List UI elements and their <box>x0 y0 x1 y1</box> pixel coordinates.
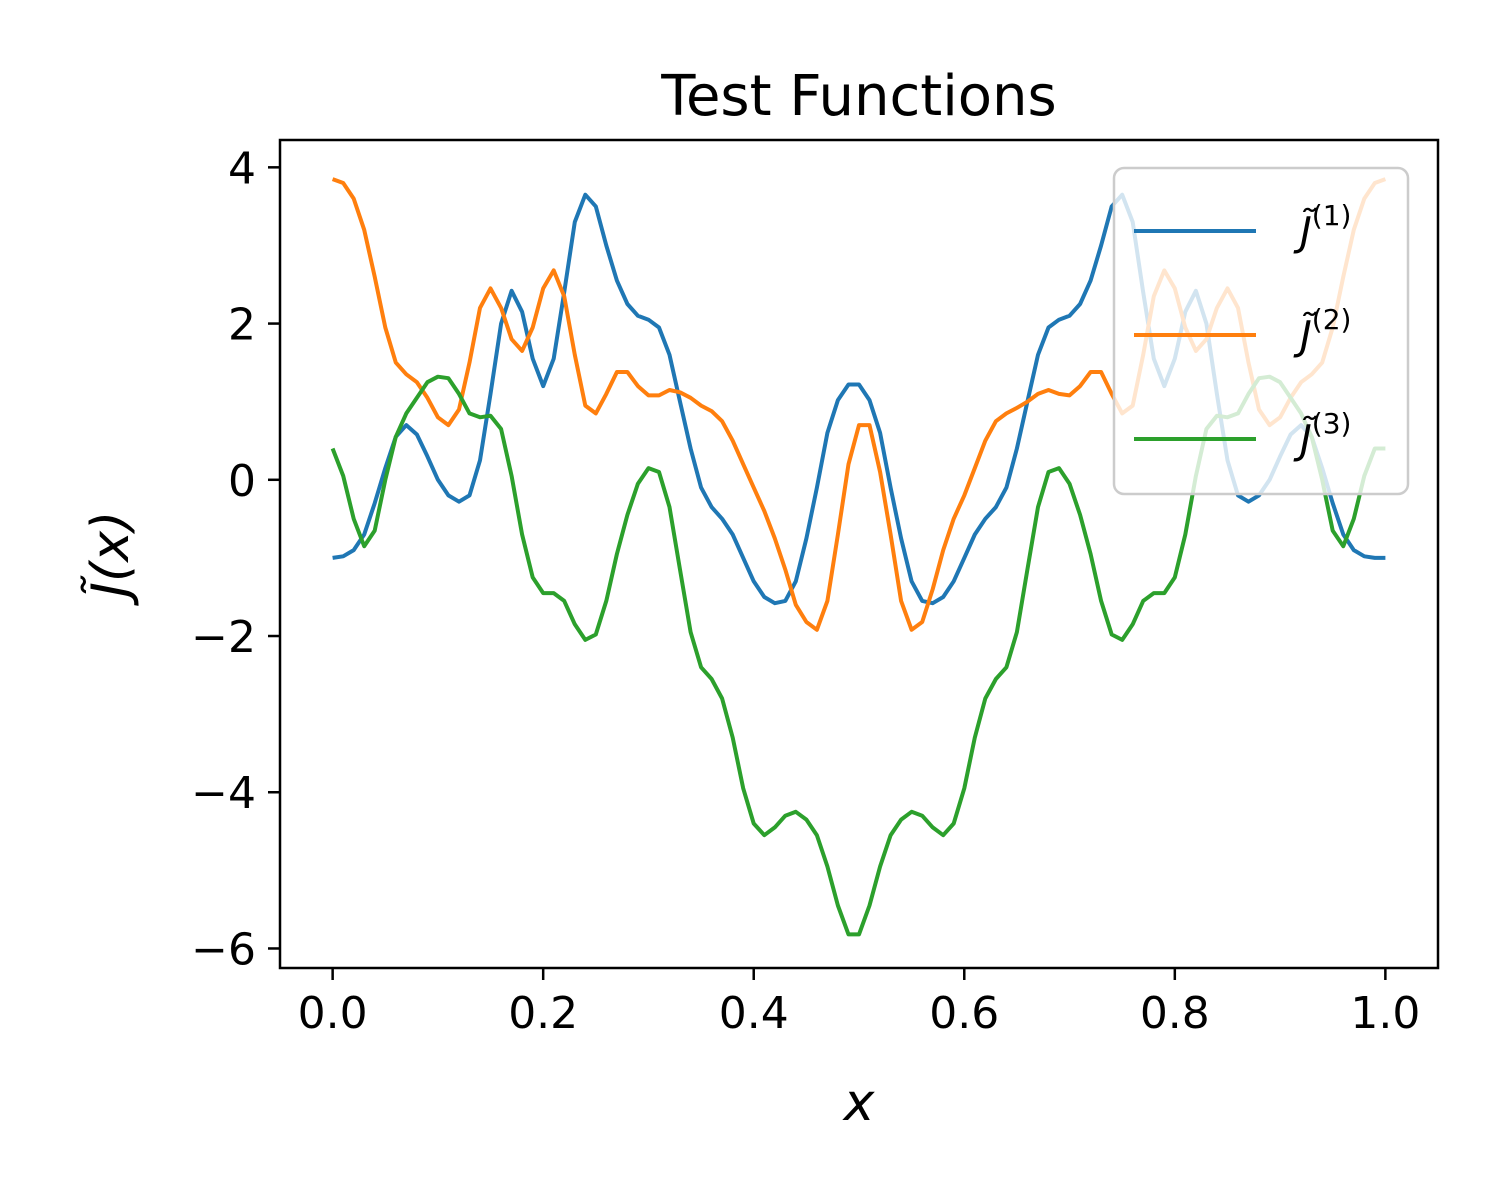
x-tick-label: 0.6 <box>929 988 999 1039</box>
y-tick-label: 0 <box>228 456 256 507</box>
y-tick-label: −6 <box>191 924 256 975</box>
y-axis: −6 −4 −2 0 2 4 <box>191 143 280 975</box>
x-tick-label: 1.0 <box>1350 988 1420 1039</box>
y-tick-label: 4 <box>228 143 256 194</box>
y-tick-label: −2 <box>191 612 256 663</box>
x-axis: 0.0 0.2 0.4 0.6 0.8 1.0 <box>298 968 1420 1039</box>
x-tick-label: 0.4 <box>719 988 789 1039</box>
x-tick-label: 0.0 <box>298 988 368 1039</box>
y-axis-label: J̃(x) <box>80 511 141 607</box>
legend: J̃(1)J̃(2)J̃(3) <box>1112 166 1410 496</box>
x-axis-label: x <box>842 1073 876 1133</box>
legend-box <box>1112 166 1410 496</box>
chart-title: Test Functions <box>660 64 1056 129</box>
plot-frame <box>278 138 1440 970</box>
y-tick-label: −4 <box>191 768 256 819</box>
x-tick-label: 0.2 <box>508 988 578 1039</box>
x-tick-label: 0.8 <box>1140 988 1210 1039</box>
y-tick-label: 2 <box>228 300 256 351</box>
